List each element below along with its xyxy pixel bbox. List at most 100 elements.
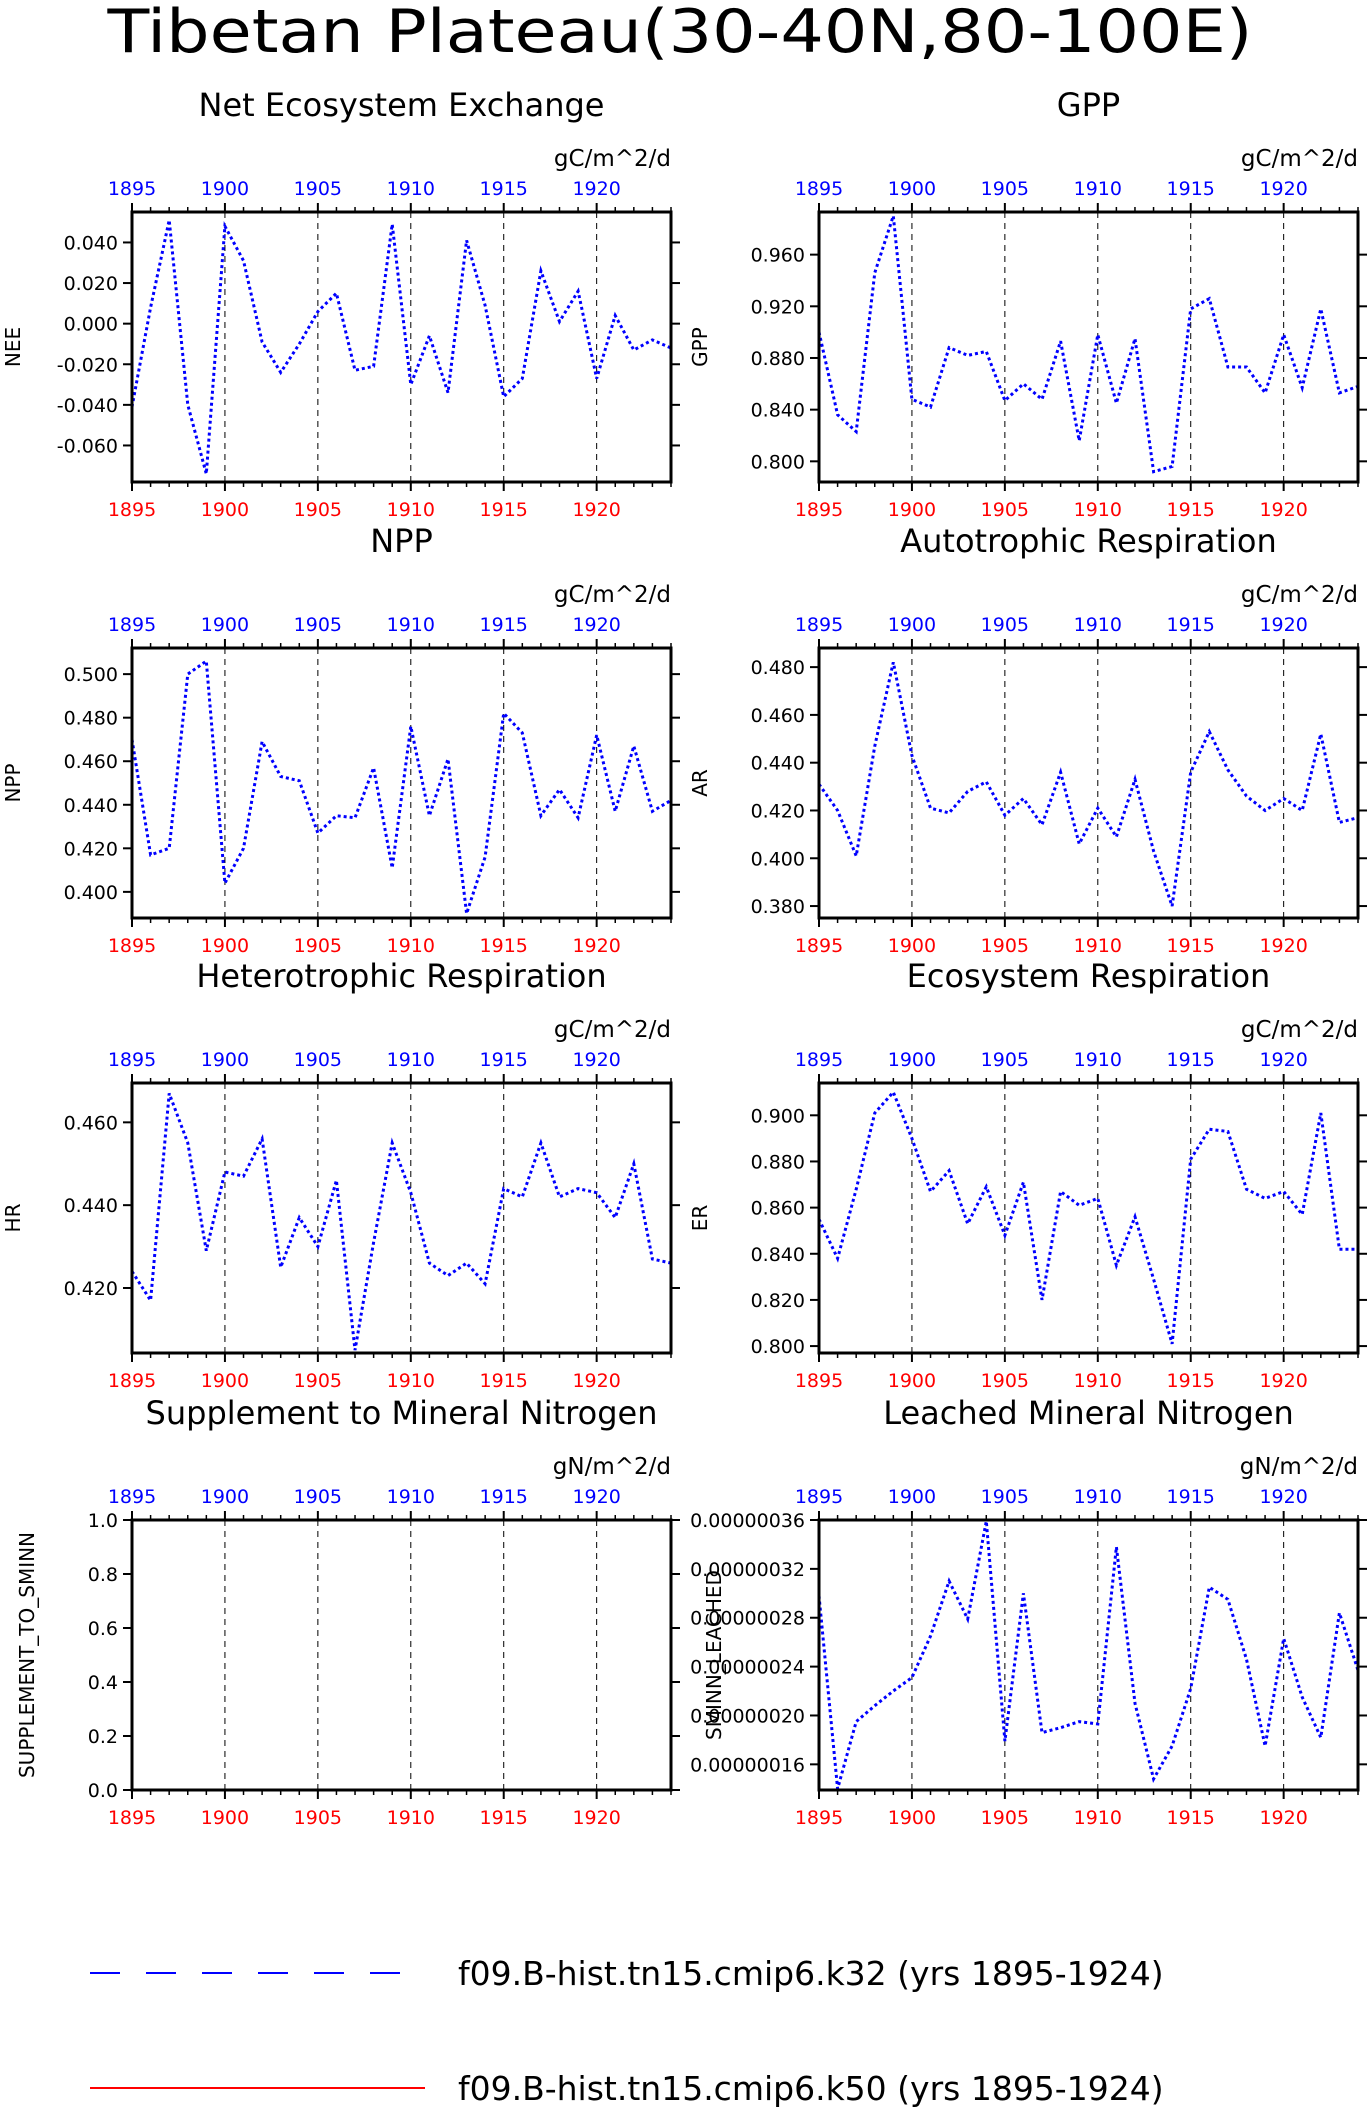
x-tick-label-top: 1905 — [294, 1486, 342, 1508]
y-tick-label: 0.880 — [751, 348, 805, 370]
series-line — [132, 219, 671, 475]
x-tick-label: 1900 — [888, 935, 936, 957]
x-tick-label: 1905 — [294, 1807, 342, 1829]
page-title: Tibetan Plateau(30-40N,80-100E) — [106, 0, 1252, 67]
y-tick-label: 0.2 — [88, 1726, 118, 1748]
y-tick-label: -0.020 — [57, 354, 118, 376]
y-tick-label: 0.6 — [88, 1618, 118, 1640]
chart-panel: Autotrophic Respiration gC/m^2/d AR 1895 189… — [688, 522, 1367, 957]
x-tick-label: 1895 — [108, 935, 156, 957]
y-tick-label: 0.460 — [64, 1112, 118, 1134]
panels: Net Ecosystem Exchange gC/m^2/d NEE 1895 189… — [1, 86, 1367, 1829]
x-tick-label-top: 1910 — [387, 1049, 435, 1071]
x-tick-label: 1905 — [981, 1807, 1029, 1829]
y-tick-label: 0.960 — [751, 245, 805, 267]
x-tick-label: 1915 — [480, 1807, 528, 1829]
y-tick-label: 0.420 — [64, 1278, 118, 1300]
units-label: gC/m^2/d — [1241, 582, 1358, 608]
x-tick-label: 1910 — [1074, 499, 1122, 521]
x-tick-label-top: 1910 — [1074, 614, 1122, 636]
chart-panel: Leached Mineral Nitrogen gN/m^2/d SMINN_LE… — [690, 1394, 1367, 1829]
x-tick-label-top: 1905 — [981, 1049, 1029, 1071]
chart-panel: Heterotrophic Respiration gC/m^2/d HR 1895 1… — [1, 957, 680, 1392]
y-axis-label: SMINN_LEACHED — [702, 1570, 726, 1740]
x-tick-label-top: 1915 — [1167, 1486, 1215, 1508]
x-tick-label-top: 1900 — [888, 614, 936, 636]
x-tick-label-top: 1910 — [1074, 1049, 1122, 1071]
series-line — [132, 658, 671, 915]
x-tick-label: 1920 — [1259, 1370, 1307, 1392]
x-tick-label: 1915 — [480, 935, 528, 957]
panel-title: Autotrophic Respiration — [900, 522, 1277, 560]
plot-frame — [817, 1081, 1360, 1355]
y-tick-label: 0.00000016 — [690, 1754, 805, 1776]
x-tick-label-top: 1920 — [1259, 614, 1307, 636]
x-tick-label-top: 1915 — [480, 178, 528, 200]
y-axis-label: GPP — [688, 327, 712, 367]
panel-title: GPP — [1057, 86, 1120, 124]
x-tick-label-top: 1895 — [108, 1049, 156, 1071]
units-label: gC/m^2/d — [554, 582, 671, 608]
y-tick-label: 0.860 — [751, 1198, 805, 1220]
x-tick-label: 1895 — [795, 1807, 843, 1829]
panel-title: Ecosystem Respiration — [907, 957, 1271, 995]
x-tick-label-top: 1895 — [108, 1486, 156, 1508]
plot-frame — [817, 210, 1360, 484]
legend-label: f09.B-hist.tn15.cmip6.k50 (yrs 1895-1924… — [458, 2069, 1164, 2108]
series-line — [819, 661, 1358, 907]
x-tick-label-top: 1895 — [108, 614, 156, 636]
panel-title: Net Ecosystem Exchange — [199, 86, 605, 124]
y-tick-label: 0.420 — [751, 800, 805, 822]
y-tick-label: 0.8 — [88, 1564, 118, 1586]
y-axis-label: NEE — [1, 327, 25, 367]
units-label: gN/m^2/d — [553, 1454, 671, 1480]
x-tick-label-top: 1900 — [201, 1486, 249, 1508]
y-tick-label: 0.00000032 — [690, 1559, 805, 1581]
plot-frame — [817, 1518, 1360, 1792]
x-tick-label: 1905 — [981, 499, 1029, 521]
x-tick-label: 1915 — [1167, 1807, 1215, 1829]
x-tick-label-top: 1915 — [480, 614, 528, 636]
panel-title: Supplement to Mineral Nitrogen — [146, 1394, 658, 1432]
y-tick-label: 0.00000036 — [690, 1510, 805, 1532]
x-tick-label: 1920 — [572, 935, 620, 957]
x-tick-label: 1905 — [981, 935, 1029, 957]
series-line — [819, 1520, 1358, 1790]
x-tick-label-top: 1900 — [201, 178, 249, 200]
x-tick-label-top: 1895 — [108, 178, 156, 200]
plot-frame — [130, 210, 673, 484]
y-tick-label: -0.060 — [57, 435, 118, 457]
x-tick-label: 1920 — [572, 1370, 620, 1392]
x-tick-label-top: 1895 — [795, 178, 843, 200]
y-tick-label: 0.400 — [751, 848, 805, 870]
x-tick-label-top: 1900 — [888, 1486, 936, 1508]
x-tick-label: 1900 — [201, 1807, 249, 1829]
x-tick-label: 1900 — [201, 499, 249, 521]
y-axis-label: AR — [688, 769, 712, 797]
x-tick-label: 1905 — [294, 499, 342, 521]
x-tick-label: 1920 — [572, 499, 620, 521]
y-axis-label: ER — [688, 1205, 712, 1232]
plot-frame — [130, 1081, 673, 1355]
x-tick-label: 1920 — [1259, 1807, 1307, 1829]
units-label: gN/m^2/d — [1240, 1454, 1358, 1480]
x-tick-label: 1900 — [888, 1807, 936, 1829]
x-tick-label-top: 1920 — [572, 614, 620, 636]
y-tick-label: 0.00000028 — [690, 1608, 805, 1630]
panel-title: Heterotrophic Respiration — [196, 957, 606, 995]
panel-title: NPP — [370, 522, 433, 560]
units-label: gC/m^2/d — [554, 1017, 671, 1043]
y-tick-label: 0.480 — [751, 657, 805, 679]
chart-panel: NPP gC/m^2/d NPP 1895 1895 1900 1900 1905 1905 19… — [1, 522, 680, 957]
x-tick-label-top: 1905 — [294, 614, 342, 636]
x-tick-label: 1920 — [1259, 935, 1307, 957]
x-tick-label: 1910 — [387, 1807, 435, 1829]
x-tick-label: 1900 — [888, 499, 936, 521]
y-tick-label: 0.400 — [64, 882, 118, 904]
x-tick-label: 1895 — [795, 499, 843, 521]
x-tick-label-top: 1920 — [1259, 178, 1307, 200]
chart-panel: Supplement to Mineral Nitrogen gN/m^2/d SU… — [15, 1394, 680, 1829]
x-tick-label: 1895 — [108, 499, 156, 521]
x-tick-label: 1910 — [1074, 1807, 1122, 1829]
x-tick-label: 1905 — [981, 1370, 1029, 1392]
